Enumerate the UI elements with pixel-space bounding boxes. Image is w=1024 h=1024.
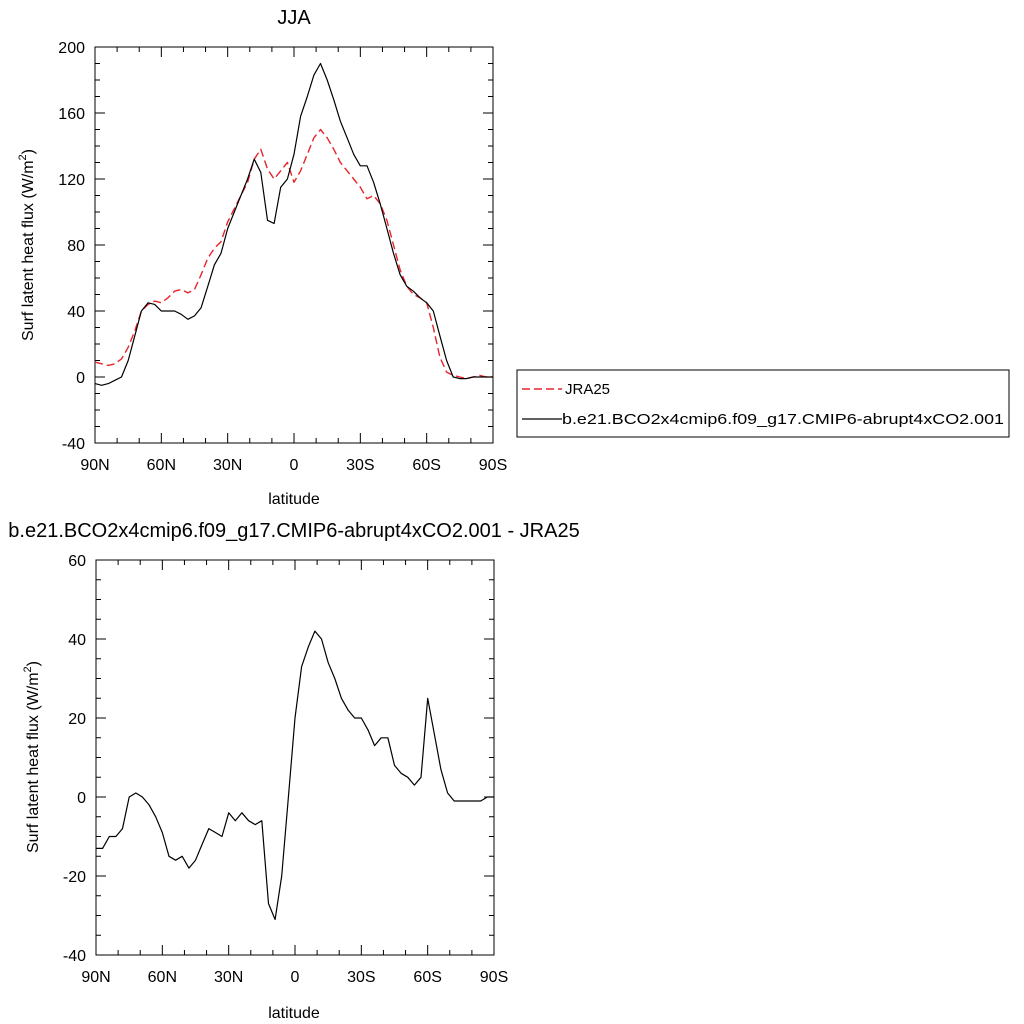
top-x-axis-label: latitude (268, 491, 320, 508)
top-y-tick-label: 80 (67, 238, 85, 255)
top-y-axis-label: Surf latent heat flux (W/m2) (17, 149, 37, 341)
top-x-tick-label: 90N (80, 457, 109, 474)
bottom-y-tick-label: 0 (77, 790, 86, 807)
bottom-x-axis-label: latitude (268, 1005, 320, 1022)
bottom-x-tick-label: 30N (214, 969, 243, 986)
bottom-x-tick-label: 30S (347, 969, 375, 986)
top-x-tick-label: 90S (479, 457, 507, 474)
bottom-x-tick-label: 90N (81, 969, 110, 986)
bottom-plot-frame (95, 559, 495, 956)
top-x-tick-label: 30S (346, 457, 374, 474)
legend-label-model: b.e21.BCO2x4cmip6.f09_g17.CMIP6-abrupt4x… (562, 411, 1004, 428)
bottom-panel: b.e21.BCO2x4cmip6.f09_g17.CMIP6-abrupt4x… (8, 520, 579, 1022)
bottom-x-tick-label: 90S (480, 969, 508, 986)
top-x-tick-label: 30N (213, 457, 242, 474)
bottom-y-tick-label: -20 (63, 869, 86, 886)
bottom-x-tick-label: 60N (148, 969, 177, 986)
top-x-tick-label: 0 (290, 457, 299, 474)
top-y-tick-label: 200 (58, 40, 85, 57)
bottom-y-tick-label: 20 (68, 711, 86, 728)
top-x-ticks: 90N 60N 30N 0 30S 60S 90S (80, 47, 507, 474)
bottom-y-tick-label: 60 (68, 553, 86, 570)
top-y-tick-label: 120 (58, 172, 85, 189)
bottom-y-axis-label: Surf latent heat flux (W/m2) (22, 661, 42, 853)
legend-label-jra25: JRA25 (565, 381, 610, 398)
bottom-series-group (96, 630, 494, 921)
bottom-series-line-difference (96, 630, 494, 921)
bottom-y-tick-label: -40 (63, 948, 86, 965)
top-x-tick-label: 60N (147, 457, 176, 474)
bottom-x-tick-label: 60S (413, 969, 441, 986)
bottom-chart-title: b.e21.BCO2x4cmip6.f09_g17.CMIP6-abrupt4x… (8, 520, 579, 542)
top-y-tick-label: 0 (76, 370, 85, 387)
top-y-tick-label: -40 (62, 436, 85, 453)
top-plot-frame (94, 46, 494, 444)
top-y-ticks: -40 0 40 80 120 160 200 (58, 40, 493, 453)
top-x-tick-label: 60S (412, 457, 440, 474)
bottom-y-tick-label: 40 (68, 632, 86, 649)
top-chart-title: JJA (277, 7, 311, 29)
top-panel: JJA 90N 60N 30N 0 30S 60S 90S -40 0 40 80 120 160 20… (17, 7, 1010, 508)
top-series-line-model (94, 62, 493, 386)
legend: JRA25 b.e21.BCO2x4cmip6.f09_g17.CMIP6-ab… (516, 369, 1010, 438)
bottom-x-ticks: 90N 60N 30N 0 30S 60S 90S (81, 560, 508, 986)
top-series-group (94, 62, 493, 386)
top-series-line-jra25 (94, 128, 493, 380)
top-y-tick-label: 160 (58, 106, 85, 123)
bottom-y-ticks: -40 -20 0 20 40 60 (63, 553, 494, 965)
legend-frame (516, 369, 1010, 438)
top-y-tick-label: 40 (67, 304, 85, 321)
bottom-x-tick-label: 0 (291, 969, 300, 986)
